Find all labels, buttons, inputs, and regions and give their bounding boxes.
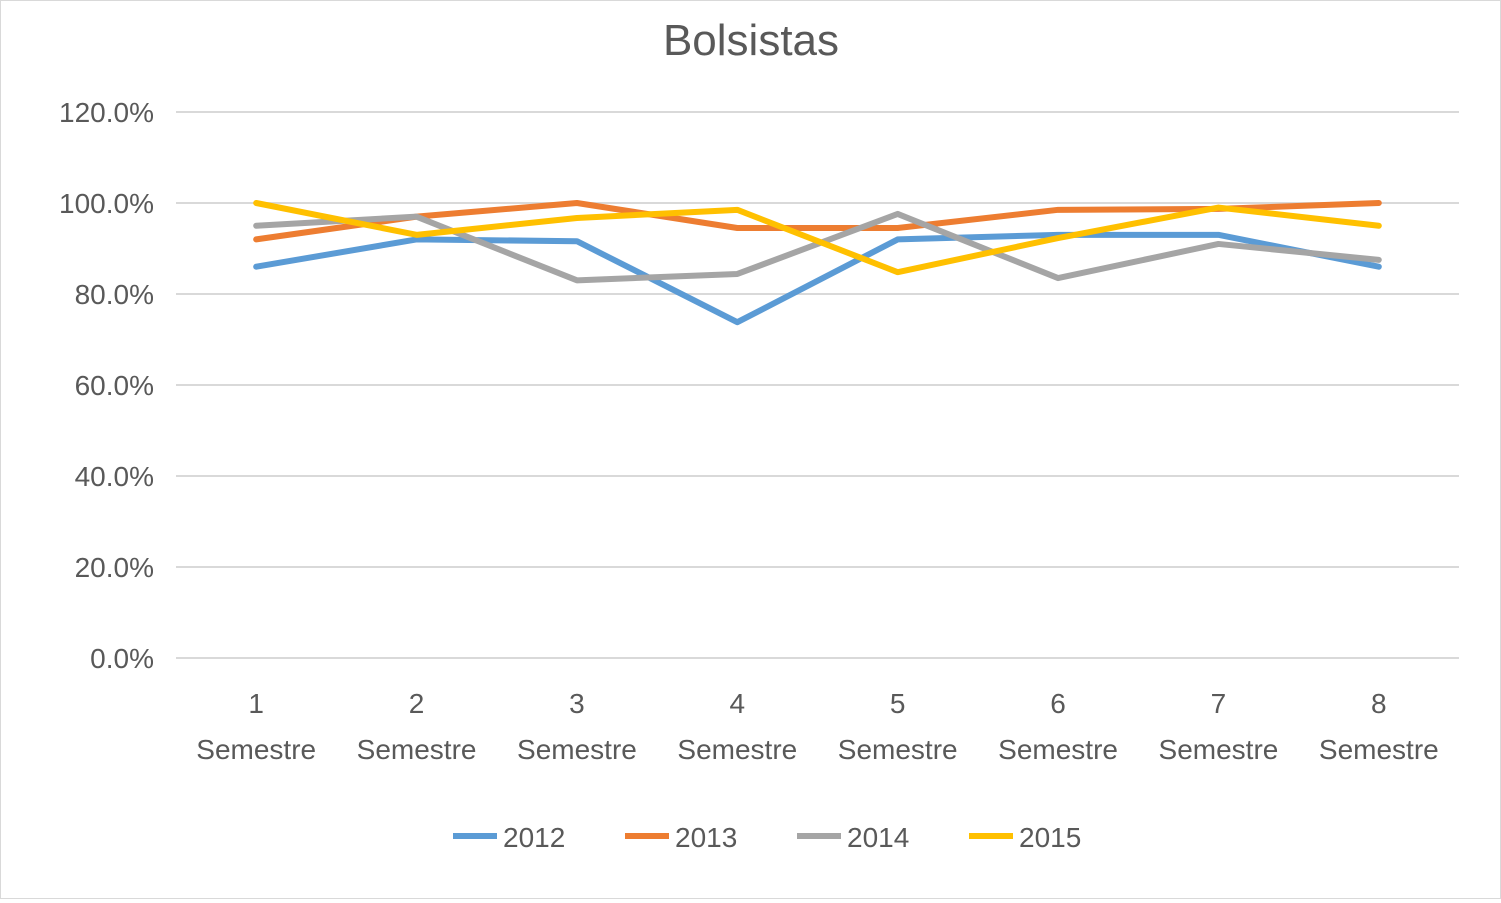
x-tick-label: 4 Semestre [677,688,797,765]
chart-title: Bolsistas [663,16,839,65]
x-tick-label: 2 Semestre [357,688,477,765]
series-line-2014 [253,210,1382,284]
series-line-2013 [253,200,1382,243]
x-tick-label: 1 Semestre [196,688,316,765]
x-tick-label: 8 Semestre [1319,688,1439,765]
legend-label-2012: 2012 [503,822,565,853]
y-tick-label: 80.0% [75,279,154,310]
series-lines [253,200,1382,326]
legend-label-2015: 2015 [1019,822,1081,853]
x-tick-label: 6 Semestre [998,688,1118,765]
y-tick-label: 0.0% [90,643,154,674]
y-tick-label: 20.0% [75,552,154,583]
series-line-2015 [253,200,1382,276]
x-tick-label: 7 Semestre [1159,688,1279,765]
series-line-2012 [253,231,1382,326]
y-tick-label: 40.0% [75,461,154,492]
y-tick-label: 120.0% [59,97,154,128]
legend: 2012 2013 2014 2015 [453,822,1081,853]
y-tick-label: 100.0% [59,188,154,219]
x-axis-labels: 1 Semestre 2 Semestre 3 Semestre 4 Semestre 5 Sem… [196,688,1438,765]
y-axis-labels: 0.0% 20.0% 40.0% 60.0% 80.0% 100.0% 120.0% [59,97,154,674]
x-tick-label: 5 Semestre [838,688,958,765]
gridlines [176,111,1459,659]
y-tick-label: 60.0% [75,370,154,401]
x-tick-label: 3 Semestre [517,688,637,765]
legend-label-2013: 2013 [675,822,737,853]
legend-label-2014: 2014 [847,822,909,853]
